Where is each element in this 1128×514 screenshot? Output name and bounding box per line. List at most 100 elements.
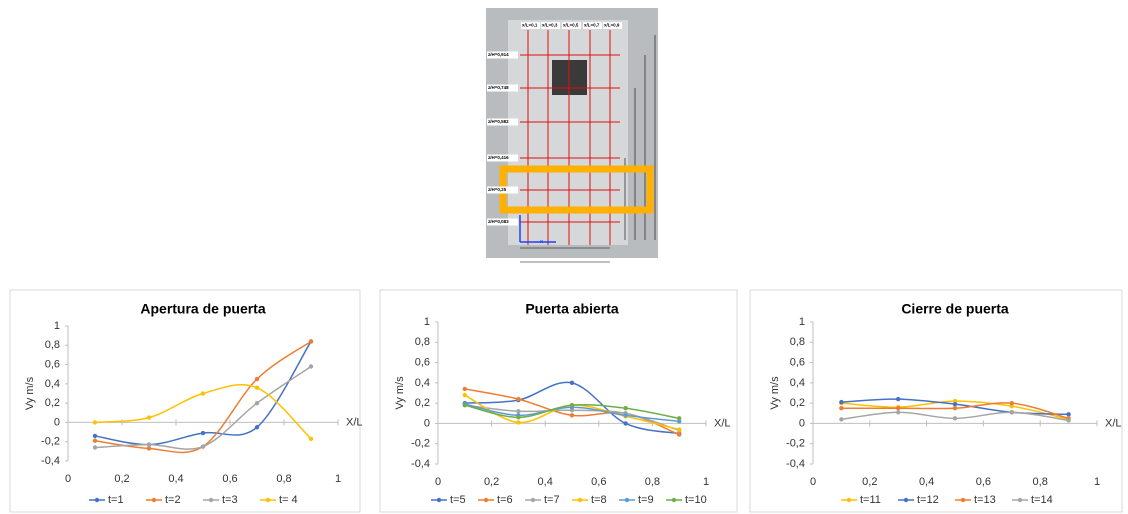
y-tick-label: 1 xyxy=(799,316,805,328)
row-label: z/H=0,748 xyxy=(488,85,509,90)
legend-marker xyxy=(625,498,629,502)
data-point xyxy=(839,406,843,410)
data-point xyxy=(623,413,627,417)
data-point xyxy=(147,442,151,446)
row-label: z/H=0,582 xyxy=(488,119,509,124)
data-point xyxy=(623,406,627,410)
legend-label: t=13 xyxy=(974,494,996,506)
y-tick-label: 1 xyxy=(54,320,60,332)
y-tick-label: -0,4 xyxy=(41,455,60,467)
legend-label: t=14 xyxy=(1031,494,1053,506)
x-tick-label: 0,6 xyxy=(222,473,237,485)
y-tick-label: 0,6 xyxy=(790,356,805,368)
x-tick-label: 0 xyxy=(435,476,441,488)
data-point xyxy=(201,391,205,395)
data-point xyxy=(953,406,957,410)
y-tick-label: 0 xyxy=(424,417,430,429)
x-tick-label: 0,2 xyxy=(114,473,129,485)
x-tick-label: 0 xyxy=(65,473,71,485)
legend-label: t=2 xyxy=(165,494,181,506)
row-label: z/H=0,083 xyxy=(488,219,509,224)
legend-label: t=5 xyxy=(450,494,466,506)
column-label: x/L=0,9 xyxy=(604,23,620,28)
y-axis-label: Vy m/s xyxy=(24,376,36,410)
data-point xyxy=(309,339,313,343)
legend-label: t=11 xyxy=(860,494,881,506)
data-point xyxy=(201,444,205,448)
x-axis-label: X/L xyxy=(714,417,731,429)
x-tick-label: 1 xyxy=(1094,476,1100,488)
x-tick-label: 0,4 xyxy=(919,476,934,488)
legend-marker xyxy=(578,498,582,502)
data-point xyxy=(147,446,151,450)
legend-marker xyxy=(266,498,270,502)
x-tick-label: 0,8 xyxy=(645,476,660,488)
data-point xyxy=(463,403,467,407)
x-tick-label: 0,2 xyxy=(484,476,499,488)
legend-marker xyxy=(484,498,488,502)
data-point xyxy=(570,413,574,417)
y-tick-label: 0,6 xyxy=(45,358,60,370)
data-point xyxy=(255,377,259,381)
data-point xyxy=(896,406,900,410)
data-point xyxy=(93,445,97,449)
x-tick-label: 0,8 xyxy=(1033,476,1048,488)
data-point xyxy=(255,425,259,429)
column-label: x/L=0,7 xyxy=(584,23,600,28)
y-tick-label: 0,8 xyxy=(415,336,430,348)
charts: Apertura de puerta -0,4 -0,2 0 0,2 0,4 0,6 0,8 1… xyxy=(10,290,1122,512)
legend-marker xyxy=(95,498,99,502)
legend-marker xyxy=(904,498,908,502)
y-tick-label: 0,2 xyxy=(45,397,60,409)
data-point xyxy=(93,439,97,443)
chart-title: Cierre de puerta xyxy=(901,301,1009,317)
y-axis-label: Vy m/s xyxy=(769,376,781,410)
legend-label: t=3 xyxy=(222,494,238,506)
data-point xyxy=(570,403,574,407)
legend-marker xyxy=(672,498,676,502)
data-point xyxy=(147,415,151,419)
y-tick-label: 0,6 xyxy=(415,356,430,368)
x-axis-label: X/L xyxy=(346,416,363,428)
data-point xyxy=(463,387,467,391)
y-tick-label: 0,4 xyxy=(45,378,60,390)
chart-frame xyxy=(750,290,1122,512)
data-point xyxy=(953,402,957,406)
legend-label: t=7 xyxy=(544,494,560,506)
chart-title: Puerta abierta xyxy=(525,301,619,317)
data-point xyxy=(896,397,900,401)
y-tick-label: 0,8 xyxy=(790,336,805,348)
x-tick-label: 1 xyxy=(335,473,341,485)
row-label: z/H=0,25 xyxy=(488,187,507,192)
legend-label: t=6 xyxy=(497,494,513,506)
data-point xyxy=(255,386,259,390)
data-point xyxy=(839,400,843,404)
x-tick-label: 0,2 xyxy=(862,476,877,488)
y-tick-label: 0 xyxy=(54,416,60,428)
y-tick-label: 0,8 xyxy=(45,339,60,351)
y-tick-label: -0,2 xyxy=(786,438,805,450)
data-point xyxy=(516,420,520,424)
y-tick-label: 1 xyxy=(424,316,430,328)
data-point xyxy=(93,420,97,424)
chart-title: Apertura de puerta xyxy=(140,301,265,317)
data-point xyxy=(1066,418,1070,422)
data-point xyxy=(677,416,681,420)
chart-frame xyxy=(380,290,737,512)
y-axis-label: Vy m/s xyxy=(394,376,406,410)
data-point xyxy=(93,434,97,438)
legend-marker xyxy=(437,498,441,502)
x-tick-label: 1 xyxy=(703,476,709,488)
y-tick-label: -0,4 xyxy=(786,458,805,470)
legend-marker xyxy=(209,498,213,502)
legend-marker xyxy=(847,498,851,502)
data-point xyxy=(516,397,520,401)
data-point xyxy=(623,421,627,425)
legend-marker xyxy=(961,498,965,502)
legend-label: t=12 xyxy=(917,494,939,506)
y-tick-label: -0,2 xyxy=(41,436,60,448)
y-tick-label: 0,2 xyxy=(790,397,805,409)
x-tick-label: 0 xyxy=(810,476,816,488)
data-point xyxy=(570,381,574,385)
